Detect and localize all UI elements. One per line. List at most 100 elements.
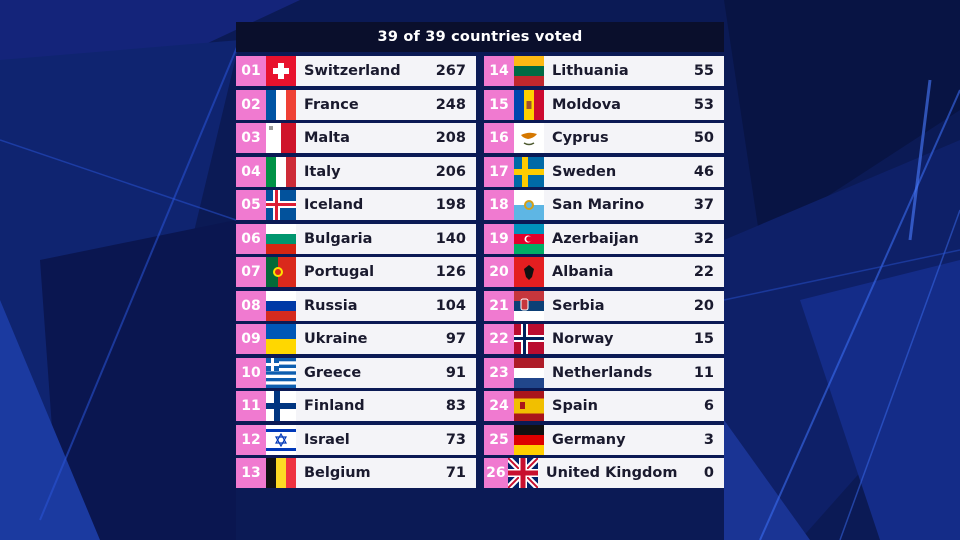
scoreboard-row: 02 France 248 xyxy=(236,89,476,120)
points-total: 11 xyxy=(693,364,714,381)
bulgaria-flag-icon xyxy=(266,223,296,254)
norway-flag-icon xyxy=(514,324,544,354)
scoreboard-row: 15 Moldova 53 xyxy=(484,89,724,120)
country-name: Sweden xyxy=(552,163,617,180)
scoreboard-row: 20 Albania 22 xyxy=(484,257,724,287)
lithuania-flag-icon xyxy=(514,56,544,86)
points-total: 91 xyxy=(445,364,466,381)
rank-number: 23 xyxy=(484,357,514,388)
country-name: Belgium xyxy=(304,465,371,481)
country-name: Switzerland xyxy=(304,63,401,79)
rank-number: 04 xyxy=(236,156,266,187)
albania-flag-icon xyxy=(514,257,544,287)
rank-number: 14 xyxy=(484,56,514,86)
rank-number: 10 xyxy=(236,357,266,388)
points-total: 15 xyxy=(693,331,714,347)
rank-number: 18 xyxy=(484,190,514,220)
country-name: Ukraine xyxy=(304,331,368,347)
points-total: 22 xyxy=(693,264,714,280)
scoreboard-row: 13 Belgium 71 xyxy=(236,458,476,488)
points-total: 83 xyxy=(445,398,466,414)
rank-number: 24 xyxy=(484,391,514,421)
points-total: 97 xyxy=(445,331,466,347)
points-total: 126 xyxy=(435,264,466,280)
points-total: 37 xyxy=(693,197,714,213)
greece-flag-icon xyxy=(266,357,296,388)
spain-flag-icon xyxy=(514,391,544,421)
points-total: 32 xyxy=(693,230,714,247)
points-total: 0 xyxy=(703,465,714,481)
country-name: Portugal xyxy=(304,264,375,280)
belgium-flag-icon xyxy=(266,458,296,488)
country-name: Greece xyxy=(304,364,362,381)
azerbaijan-flag-icon xyxy=(514,223,544,254)
scoreboard-row: 19 Azerbaijan 32 xyxy=(484,223,724,254)
scoreboard-row: 08 Russia 104 xyxy=(236,290,476,321)
points-total: 248 xyxy=(435,96,466,113)
israel-flag-icon xyxy=(266,424,296,455)
points-total: 53 xyxy=(693,96,714,113)
points-total: 198 xyxy=(435,197,466,213)
rank-number: 11 xyxy=(236,391,266,421)
cyprus-flag-icon xyxy=(514,123,544,153)
country-name: Italy xyxy=(304,163,341,180)
country-name: Germany xyxy=(552,431,626,448)
country-name: San Marino xyxy=(552,197,645,213)
country-name: Netherlands xyxy=(552,364,653,381)
rank-number: 21 xyxy=(484,290,514,321)
scoreboard-row: 04 Italy 206 xyxy=(236,156,476,187)
scoreboard-row: 23 Netherlands 11 xyxy=(484,357,724,388)
voting-status-text: 39 of 39 countries voted xyxy=(377,29,583,45)
scoreboard-row: 11 Finland 83 xyxy=(236,391,476,421)
country-name: France xyxy=(304,96,359,113)
rank-number: 08 xyxy=(236,290,266,321)
moldova-flag-icon xyxy=(514,89,544,120)
rank-number: 13 xyxy=(236,458,266,488)
scoreboard-row: 22 Norway 15 xyxy=(484,324,724,354)
rank-number: 19 xyxy=(484,223,514,254)
country-name: Lithuania xyxy=(552,63,629,79)
rank-number: 22 xyxy=(484,324,514,354)
points-total: 71 xyxy=(445,465,466,481)
country-name: United Kingdom xyxy=(545,465,678,481)
scoreboard-row: 16 Cyprus 50 xyxy=(484,123,724,153)
scoreboard-row: 05 Iceland 198 xyxy=(236,190,476,220)
country-name: Moldova xyxy=(552,96,621,113)
iceland-flag-icon xyxy=(266,190,296,220)
russia-flag-icon xyxy=(266,290,296,321)
points-total: 3 xyxy=(703,431,714,448)
italy-flag-icon xyxy=(266,156,296,187)
points-total: 50 xyxy=(693,130,714,146)
voting-status-header: 39 of 39 countries voted xyxy=(236,22,724,52)
points-total: 55 xyxy=(693,63,714,79)
rank-number: 17 xyxy=(484,156,514,187)
scoreboard-row: 10 Greece 91 xyxy=(236,357,476,388)
country-name: Azerbaijan xyxy=(552,230,639,247)
scoreboard-row: 17 Sweden 46 xyxy=(484,156,724,187)
scoreboard-row: 01 Switzerland 267 xyxy=(236,56,476,86)
rank-number: 02 xyxy=(236,89,266,120)
united-kingdom-flag-icon xyxy=(507,458,538,488)
points-total: 20 xyxy=(693,297,714,314)
scoreboard-row: 21 Serbia 20 xyxy=(484,290,724,321)
scoreboard-row: 24 Spain 6 xyxy=(484,391,724,421)
san-marino-flag-icon xyxy=(514,190,544,220)
rank-number: 03 xyxy=(236,123,266,153)
country-name: Malta xyxy=(304,130,350,146)
scoreboard-row: 06 Bulgaria 140 xyxy=(236,223,476,254)
country-name: Spain xyxy=(552,398,598,414)
scoreboard-row: 18 San Marino 37 xyxy=(484,190,724,220)
switzerland-flag-icon xyxy=(266,56,296,86)
points-total: 206 xyxy=(435,163,466,180)
points-total: 267 xyxy=(435,63,466,79)
france-flag-icon xyxy=(266,89,296,120)
sweden-flag-icon xyxy=(514,156,544,187)
points-total: 208 xyxy=(435,130,466,146)
rank-number: 12 xyxy=(236,424,266,455)
country-name: Finland xyxy=(304,398,365,414)
scoreboard-row: 26 United Kingdom 0 xyxy=(484,458,724,488)
malta-flag-icon xyxy=(266,123,296,153)
rank-number: 20 xyxy=(484,257,514,287)
netherlands-flag-icon xyxy=(514,357,544,388)
finland-flag-icon xyxy=(266,391,296,421)
